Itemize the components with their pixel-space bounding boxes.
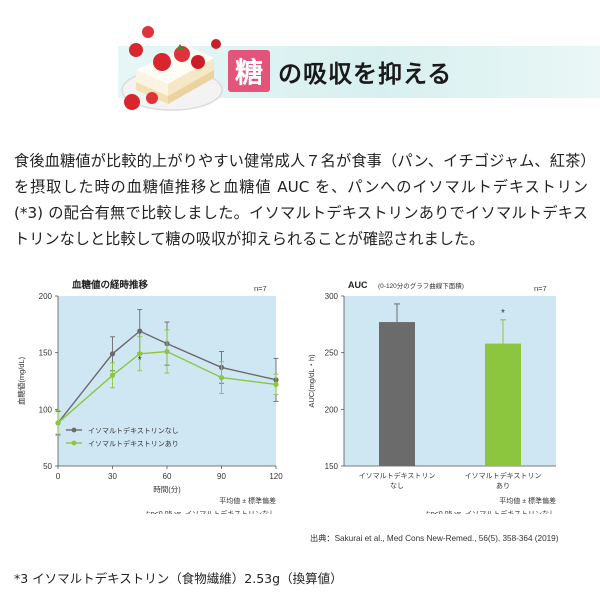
category-label: イソマルトデキストリン	[465, 471, 542, 480]
data-point	[218, 375, 225, 381]
data-point	[109, 351, 116, 357]
x-tick-label: 120	[269, 472, 283, 481]
series-line-1	[57, 350, 277, 424]
y-tick-label: 200	[325, 405, 339, 414]
footnote: *3 イソマルトデキストリン（食物繊維）2.53g（換算値）	[14, 571, 343, 586]
bar	[379, 322, 415, 466]
chart-title: AUC	[348, 280, 368, 290]
x-axis-label: 時間(分)	[153, 485, 181, 494]
category-label: あり	[496, 482, 510, 490]
data-point	[137, 351, 143, 357]
bar	[485, 343, 521, 466]
chart-subtitle: (0-120分のグラフ曲線下面積)	[378, 281, 464, 290]
series-line-0	[57, 330, 277, 424]
significance-star: *	[138, 355, 142, 366]
x-tick-label: 30	[108, 472, 117, 481]
category-label: イソマルトデキストリン	[359, 471, 436, 480]
category-label: なし	[390, 482, 404, 490]
data-point	[109, 372, 116, 378]
y-tick-label: 50	[43, 462, 52, 471]
y-tick-label: 300	[325, 292, 339, 301]
cake-image	[121, 26, 223, 111]
y-axis-label: AUC(mg/dL・h)	[307, 354, 316, 408]
y-tick-label: 250	[325, 349, 339, 358]
y-tick-label: 150	[39, 349, 53, 358]
data-point	[137, 328, 143, 334]
header-banner: 糖 の吸収を抑える	[118, 10, 600, 118]
significance-star: *	[501, 308, 505, 319]
data-point	[273, 381, 279, 387]
y-tick-label: 100	[39, 405, 53, 414]
y-axis-label: 血糖値(mg/dL)	[16, 356, 26, 405]
legend-marker	[71, 427, 77, 433]
x-tick-label: 60	[163, 472, 172, 481]
plot-area	[344, 296, 556, 466]
note-mean: 平均値 ± 標準偏差	[499, 496, 556, 505]
note-mean: 平均値 ± 標準偏差	[219, 496, 276, 505]
intro-paragraph: 食後血糖値が比較的上がりやすい健常成人７名が食事（パン、イチゴジャム、紅茶）を摂…	[14, 152, 588, 248]
banner-title: の吸収を抑える	[278, 60, 453, 88]
bar-chart: AUC (0-120分のグラフ曲線下面積) n=7 150 200 250 300 AUC(m…	[307, 280, 556, 514]
note-significance: *:p<0.05 vs. イソマルトデキストリンなし	[146, 509, 276, 514]
citation: 出典：Sakurai et al., Med Cons New-Remed., …	[310, 534, 559, 543]
data-point	[164, 348, 170, 355]
n-label: n=7	[254, 284, 267, 293]
data-point	[55, 420, 61, 426]
note-significance: *:p<0.05 vs. イソマルトデキストリンなし	[426, 509, 556, 514]
legend-label: イソマルトデキストリンなし	[88, 426, 179, 435]
n-label: n=7	[534, 284, 547, 293]
chart-title: 血糖値の経時推移	[72, 279, 149, 291]
y-tick-label: 150	[325, 462, 339, 471]
legend-marker	[71, 440, 77, 446]
x-tick-label: 90	[217, 472, 226, 481]
kanji-badge: 糖	[228, 50, 270, 92]
y-tick-label: 200	[39, 292, 53, 301]
line-chart: 血糖値の経時推移 n=7 50 100 150 200 0 30 60 90 120 時間(分) 血糖値…	[16, 279, 283, 514]
legend-label: イソマルトデキストリンあり	[88, 439, 179, 448]
x-tick-label: 0	[56, 472, 61, 481]
